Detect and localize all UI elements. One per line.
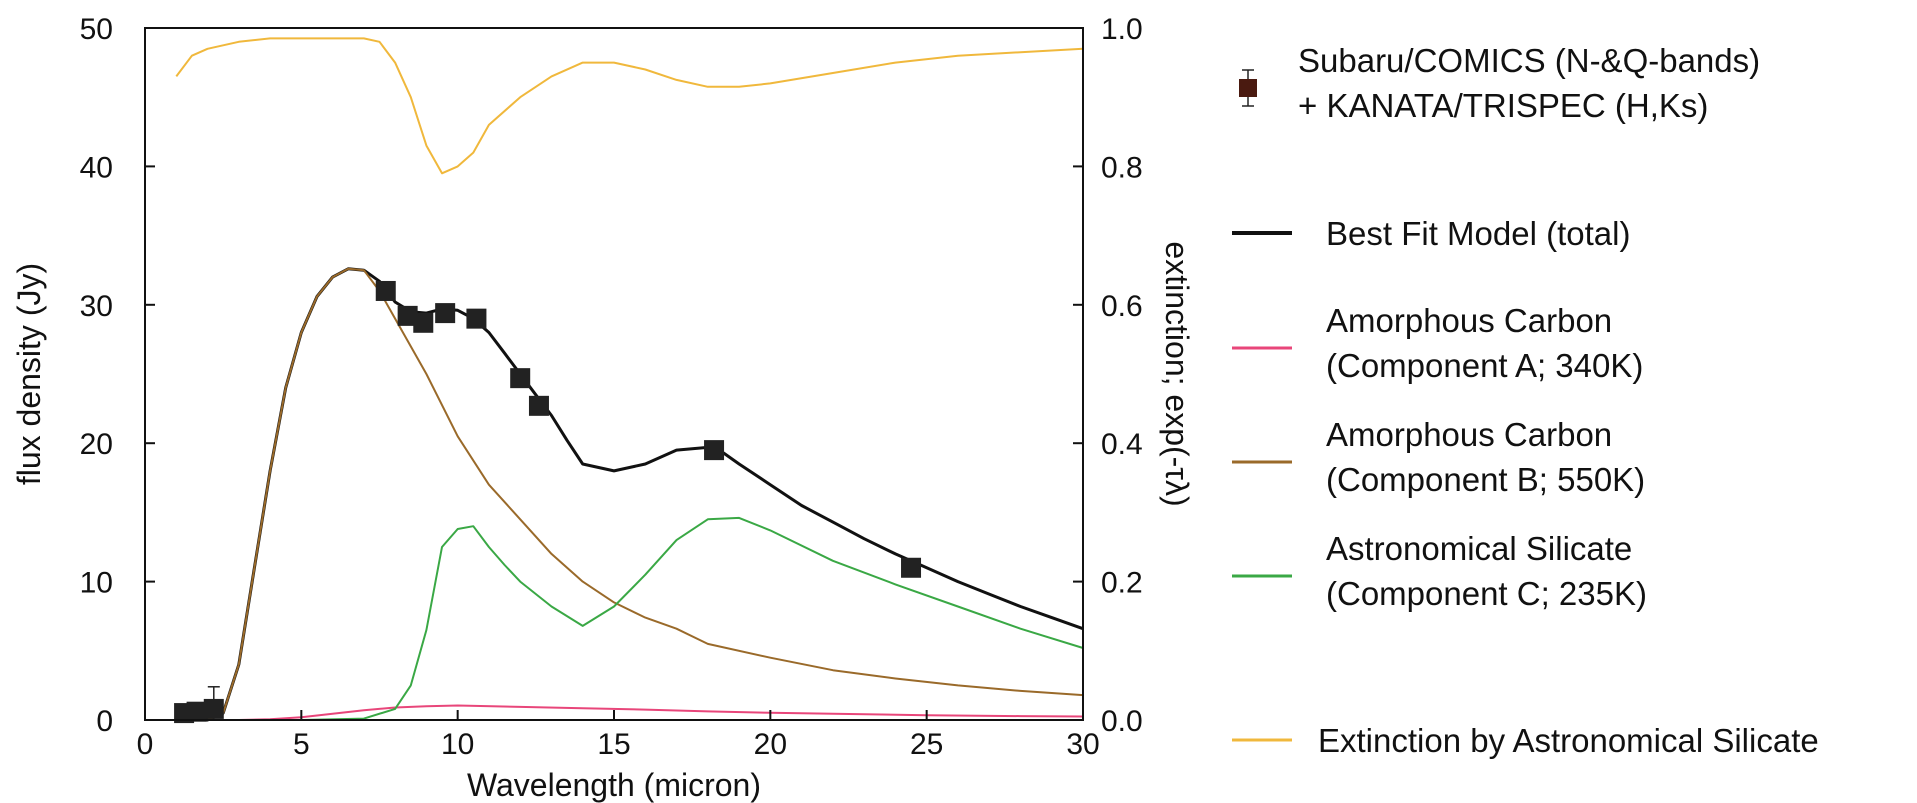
x-tick-label: 25 (910, 728, 943, 761)
legend-item: Astronomical Silicate (Component C; 235K… (1232, 530, 1647, 612)
plot-lines (175, 37, 1084, 722)
legend-item: Amorphous Carbon (Component B; 550K) (1232, 416, 1645, 498)
legend-label: Amorphous Carbon (1326, 416, 1612, 453)
legend-label: Subaru/COMICS (N-&Q-bands) (1298, 42, 1760, 79)
x-tick-label: 15 (597, 728, 630, 761)
series-line (175, 37, 1084, 175)
legend-label: (Component B; 550K) (1326, 461, 1645, 498)
x-tick-label: 30 (1066, 728, 1099, 761)
legend-marker (1239, 79, 1257, 97)
legend-label: Amorphous Carbon (1326, 302, 1612, 339)
data-point (435, 303, 456, 324)
x-axis-title: Wavelength (micron) (467, 767, 761, 803)
data-point (510, 368, 531, 389)
legend-label: + KANATA/TRISPEC (H,Ks) (1298, 87, 1708, 124)
legend-label: (Component A; 340K) (1326, 347, 1643, 384)
data-point (528, 395, 549, 416)
y-tick-label: 10 (80, 567, 113, 600)
legend-item: Amorphous Carbon (Component A; 340K) (1232, 302, 1643, 384)
data-markers (174, 280, 922, 724)
data-point (466, 308, 487, 329)
axis-ticks: 0 5 10 15 20 25 30 0 10 20 30 40 50 0.0 0.2 0.4 0.6 0.8 1.… (80, 13, 1143, 761)
x-tick-label: 0 (137, 728, 154, 761)
data-point (704, 440, 725, 461)
plot-frame (144, 27, 1084, 721)
x-tick-label: 10 (441, 728, 474, 761)
legend-label: Astronomical Silicate (1326, 530, 1632, 567)
legend-label: (Component C; 235K) (1326, 575, 1647, 612)
data-point (375, 280, 396, 301)
data-point (203, 698, 224, 719)
series-line (176, 267, 1084, 722)
data-point (186, 701, 207, 722)
x-tick-label: 20 (754, 728, 787, 761)
data-point (397, 305, 418, 326)
y2-tick-label: 0.2 (1101, 567, 1143, 600)
y-axis-title: flux density (Jy) (11, 263, 47, 485)
y-tick-label: 50 (80, 13, 113, 46)
data-point (901, 557, 922, 578)
y-tick-label: 30 (80, 290, 113, 323)
y2-tick-label: 1.0 (1101, 13, 1143, 46)
y2-tick-label: 0.8 (1101, 151, 1143, 184)
y2-tick-label: 0.6 (1101, 290, 1143, 323)
y2-tick-label: 0.4 (1101, 428, 1143, 461)
series-line (176, 516, 1084, 721)
legend-item: Extinction by Astronomical Silicate (1232, 722, 1819, 759)
y2-axis-title: extinction; exp(-τλ) (1159, 241, 1195, 506)
legend: Subaru/COMICS (N-&Q-bands) + KANATA/TRISP… (1232, 42, 1819, 759)
legend-label: Extinction by Astronomical Silicate (1318, 722, 1819, 759)
legend-label: Best Fit Model (total) (1326, 215, 1630, 252)
series-line (176, 704, 1084, 721)
x-tick-label: 5 (293, 728, 310, 761)
legend-item: Subaru/COMICS (N-&Q-bands) + KANATA/TRISP… (1239, 42, 1760, 124)
y2-tick-label: 0.0 (1101, 705, 1143, 738)
series-line (176, 267, 1084, 721)
legend-item: Best Fit Model (total) (1232, 215, 1630, 252)
y-tick-label: 20 (80, 428, 113, 461)
y-tick-label: 40 (80, 151, 113, 184)
y-tick-label: 0 (96, 705, 113, 738)
data-point (413, 312, 434, 333)
